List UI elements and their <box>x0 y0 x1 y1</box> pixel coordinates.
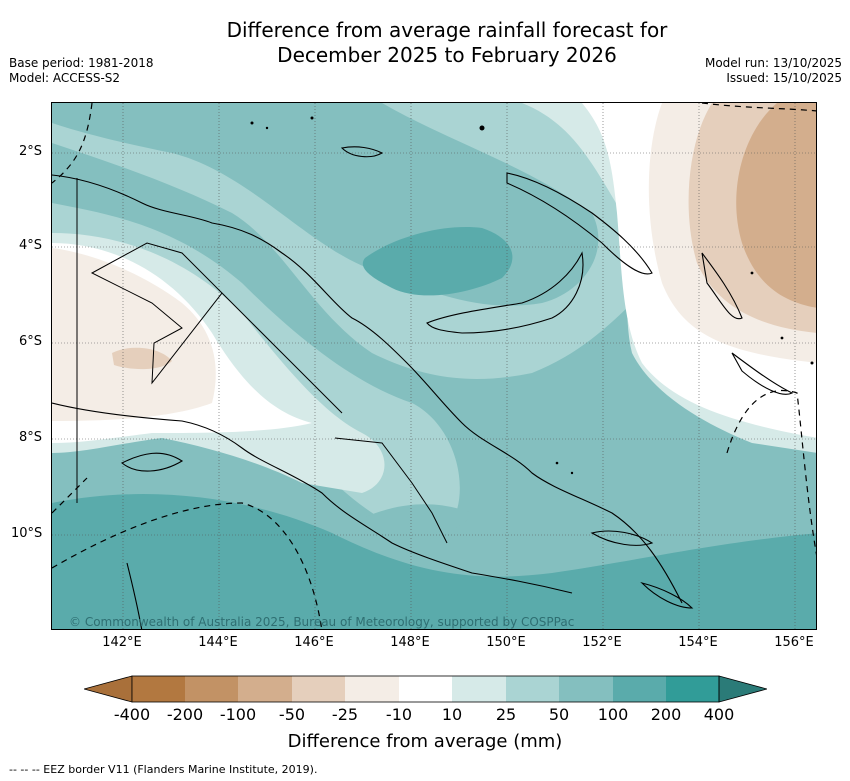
colorbar-tick-0: -400 <box>113 705 151 724</box>
torres-islands <box>120 452 184 472</box>
colorbar-segment-1 <box>132 676 185 702</box>
colorbar-tick-10: 200 <box>650 705 682 724</box>
lon-label-152e: 152°E <box>582 635 622 650</box>
eez-north-west <box>52 103 93 184</box>
colorbar-title: Difference from average (mm) <box>287 731 563 752</box>
lat-label-8s: 8°S <box>19 430 43 445</box>
title-line-2: December 2025 to February 2026 <box>277 43 617 67</box>
new-britain <box>426 251 584 334</box>
colorbar-segment-10 <box>613 676 666 702</box>
lon-label-142e: 142°E <box>102 635 142 650</box>
colorbar-tick-2: -100 <box>219 705 257 724</box>
lon-label-150e: 150°E <box>486 635 526 650</box>
colorbar-segment-12 <box>718 675 767 703</box>
shade-100-200-south <box>52 494 816 629</box>
run-info: Model run: 13/10/2025 Issued: 15/10/2025 <box>705 56 842 86</box>
louisiade-archipelago <box>640 581 694 609</box>
colorbar-segment-8 <box>506 676 559 702</box>
base-period: Base period: 1981-2018 <box>9 56 154 70</box>
colorbar <box>84 675 767 703</box>
choiseul <box>731 352 794 395</box>
colorbar-tick-9: 100 <box>597 705 629 724</box>
lat-label-10s: 10°S <box>11 526 43 541</box>
colorbar-segment-11 <box>666 676 719 702</box>
chart-title: Difference from average rainfall forecas… <box>0 18 850 68</box>
manus-island <box>340 146 384 158</box>
eez-coral-sea <box>52 502 323 629</box>
lat-label-2s: 2°S <box>19 144 43 159</box>
colorbar-tick-4: -25 <box>331 705 359 724</box>
colorbar-segment-4 <box>292 676 345 702</box>
shade-100-200-bismarck <box>362 227 513 296</box>
colorbar-segment-0 <box>84 675 133 703</box>
gulf-province-border <box>221 292 343 414</box>
dentrecasteaux-islands <box>590 530 654 546</box>
copyright-notice: © Commonwealth of Australia 2025, Bureau… <box>69 615 575 629</box>
lon-label-146e: 146°E <box>294 635 334 650</box>
lon-label-154e: 154°E <box>678 635 718 650</box>
lon-label-144e: 144°E <box>198 635 238 650</box>
lat-label-4s: 4°S <box>19 238 43 253</box>
colorbar-segment-6 <box>399 676 452 702</box>
model-run: Model run: 13/10/2025 <box>704 56 842 70</box>
colorbar-tick-8: 50 <box>548 705 570 724</box>
new-guinea-south-coast <box>52 402 573 594</box>
colorbar-tick-7: 25 <box>495 705 517 724</box>
issued-date: Issued: 15/10/2025 <box>726 71 842 85</box>
shade-dry-moderate-west <box>112 347 172 370</box>
shade-25-50 <box>52 103 662 379</box>
model-info: Base period: 1981-2018 Model: ACCESS-S2 <box>9 56 154 86</box>
new-ireland <box>506 172 653 275</box>
colorbar-tick-3: -50 <box>278 705 306 724</box>
coastlines <box>52 146 794 629</box>
colorbar-outline <box>131 675 720 703</box>
colorbar-segment-7 <box>452 676 506 702</box>
map-canvas: © Commonwealth of Australia 2025, Bureau… <box>52 103 816 629</box>
shade-dry-strong-east <box>736 103 816 308</box>
central-province-border <box>334 437 448 544</box>
eez-north-east <box>701 103 816 112</box>
western-highlands-border <box>90 242 223 385</box>
colorbar-segment-2 <box>185 676 238 702</box>
eez-borders <box>52 103 816 629</box>
rainfall-map: © Commonwealth of Australia 2025, Bureau… <box>51 102 817 630</box>
colorbar-tick-11: 400 <box>703 705 735 724</box>
colorbar-tick-5: -10 <box>385 705 413 724</box>
new-guinea-north-coast <box>52 174 683 604</box>
eez-footnote: -- -- -- EEZ border V11 (Flanders Marine… <box>9 763 318 776</box>
graticule <box>52 103 816 629</box>
lon-label-156e: 156°E <box>774 635 814 650</box>
colorbar-tick-6: 10 <box>441 705 463 724</box>
shade-dry-slight-west <box>52 248 216 421</box>
model-name: Model: ACCESS-S2 <box>9 71 121 85</box>
lon-label-148e: 148°E <box>390 635 430 650</box>
eez-solomons <box>726 389 816 556</box>
colorbar-tick-1: -200 <box>166 705 204 724</box>
cape-york-coast <box>126 562 143 629</box>
colorbar-segment-3 <box>238 676 292 702</box>
colorbar-segment-5 <box>345 676 399 702</box>
lat-label-6s: 6°S <box>19 334 43 349</box>
province-borders <box>76 178 448 544</box>
eez-west <box>52 477 88 514</box>
colorbar-segment-9 <box>559 676 613 702</box>
bougainville <box>701 252 743 320</box>
small-islands <box>250 116 814 475</box>
title-line-1: Difference from average rainfall forecas… <box>226 18 668 42</box>
